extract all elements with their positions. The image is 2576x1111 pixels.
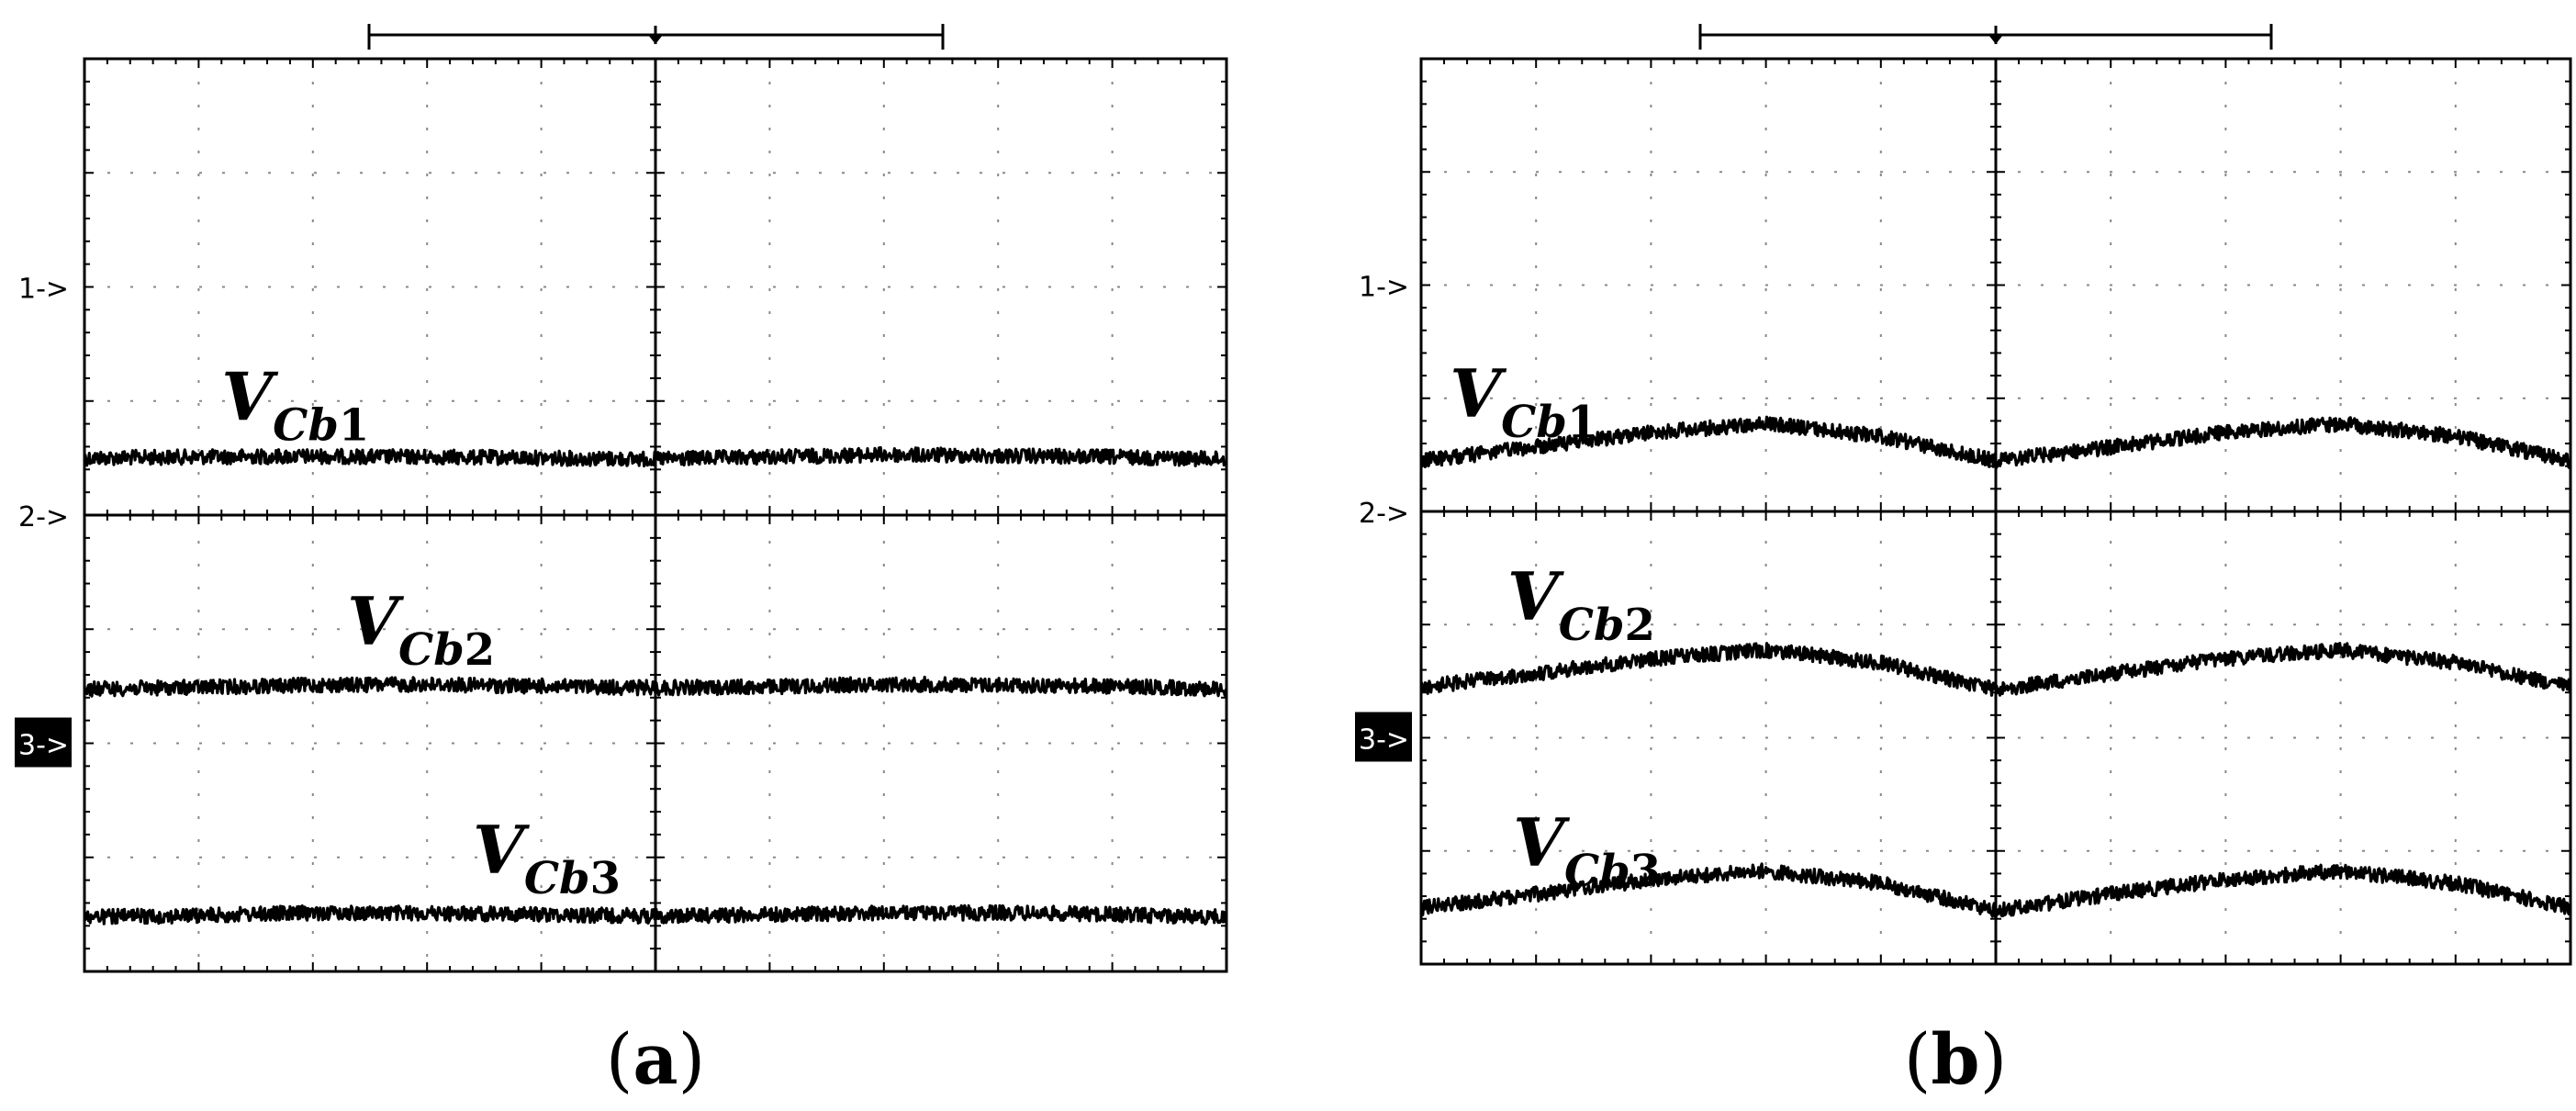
panel-label-close: ) [678, 1018, 706, 1100]
series-label-index: 3 [590, 853, 621, 904]
channel-marker: 1-> [18, 274, 69, 306]
trace-cb2 [1419, 642, 2572, 697]
trigger-marker [1988, 35, 2003, 44]
series-label: VCb1 [221, 358, 369, 452]
series-label-subscript: Cb [1559, 600, 1625, 651]
series-label-subscript: Cb [398, 624, 465, 676]
channel-marker-bg [1355, 712, 1412, 762]
trace-cb1 [83, 445, 1227, 468]
channel-marker: 1-> [1359, 272, 1409, 304]
panel-label-letter: b [1931, 1018, 1979, 1100]
series-label-main: V [473, 811, 530, 889]
series-label-index: 2 [465, 624, 495, 676]
trigger-marker [648, 35, 663, 44]
trace-cb1 [1419, 415, 2572, 469]
channel-marker-bg [15, 717, 72, 768]
series-label: VCb2 [1507, 557, 1655, 651]
channel-marker: 3-> [1359, 724, 1409, 757]
series-label-main: V [221, 358, 278, 436]
series-label-subscript: Cb [1501, 397, 1567, 448]
panel-label-close: ) [1980, 1018, 2008, 1100]
minor-ticks [84, 58, 1227, 972]
trace-cb3 [1419, 862, 2572, 920]
series-label: VCb3 [1513, 803, 1661, 897]
channel-marker: 2-> [18, 501, 69, 533]
panel-label-open: ( [606, 1018, 633, 1100]
panel-label: (b) [1904, 1018, 2007, 1100]
series-label-main: V [1450, 354, 1506, 432]
series-label-subscript: Cb [273, 400, 339, 452]
channel-marker: 2-> [1359, 498, 1409, 530]
time-cursor-bracket [367, 24, 945, 50]
series-label-index: 3 [1630, 846, 1661, 897]
series-label: VCb3 [473, 811, 621, 904]
series-label-main: V [347, 582, 404, 660]
series-label: VCb2 [347, 582, 495, 676]
series-label-subscript: Cb [524, 853, 590, 904]
panel-label-letter: a [633, 1018, 678, 1100]
series-label-subscript: Cb [1564, 846, 1630, 897]
series-label: VCb1 [1450, 354, 1597, 448]
panel-label: (a) [606, 1018, 706, 1100]
series-label-index: 1 [1567, 397, 1597, 448]
channel-marker: 3-> [18, 730, 69, 762]
series-label-index: 1 [339, 400, 369, 452]
minor-ticks [1420, 58, 2571, 965]
series-label-index: 2 [1625, 600, 1655, 651]
trace-cb3 [84, 903, 1228, 926]
series-label-main: V [1513, 803, 1570, 881]
panel-label-open: ( [1904, 1018, 1932, 1100]
time-cursor-bracket [1698, 24, 2273, 50]
trace-cb2 [83, 675, 1228, 698]
series-label-main: V [1507, 557, 1564, 635]
